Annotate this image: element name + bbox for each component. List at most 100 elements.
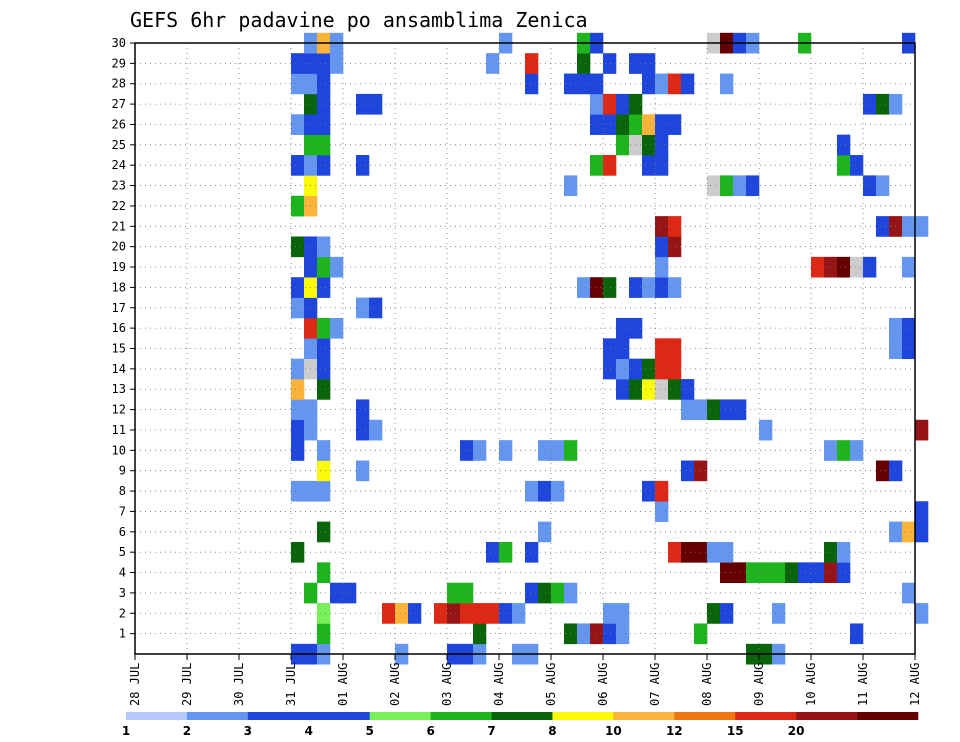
colorbar-label: 12 — [666, 724, 683, 738]
x-tick-label: 04 AUG — [492, 663, 506, 706]
heatmap-cell — [655, 379, 669, 400]
x-tick-label: 29 JUL — [180, 663, 194, 706]
heatmap-cell — [850, 440, 864, 461]
colorbar-label: 1 — [122, 724, 130, 738]
heatmap-cell — [473, 623, 487, 645]
x-tick-label: 12 AUG — [908, 663, 922, 706]
colorbar-label: 15 — [727, 724, 744, 738]
colorbar-label: 5 — [366, 724, 374, 738]
colorbar-label: 7 — [487, 724, 495, 738]
heatmap-cell — [473, 603, 487, 624]
heatmap-cell — [317, 480, 331, 502]
heatmap-cell — [642, 134, 656, 156]
heatmap-cell — [733, 399, 747, 421]
y-tick-label: 16 — [112, 321, 126, 335]
heatmap-cell — [356, 155, 370, 176]
heatmap-cell — [317, 338, 331, 359]
heatmap-cell — [317, 562, 331, 584]
heatmap-cell — [616, 603, 630, 624]
heatmap-cell — [512, 603, 526, 624]
heatmap-cell — [447, 603, 461, 624]
heatmap-cell — [603, 623, 617, 645]
heatmap-cell — [317, 440, 331, 461]
heatmap-cell — [655, 480, 669, 502]
heatmap-cell — [291, 358, 305, 380]
heatmap-cell — [525, 582, 539, 604]
heatmap-cell — [317, 277, 331, 298]
heatmap-cell — [915, 419, 929, 441]
colorbar-segment — [613, 712, 675, 720]
heatmap-cell — [291, 155, 305, 176]
heatmap-cell — [551, 480, 565, 502]
heatmap-cell — [525, 53, 539, 74]
x-tick-label: 08 AUG — [700, 663, 714, 706]
x-tick-label: 11 AUG — [856, 663, 870, 706]
heatmap-cell — [590, 73, 604, 95]
heatmap-cell — [603, 358, 617, 380]
heatmap-cell — [720, 562, 734, 584]
heatmap-cell — [707, 175, 721, 197]
heatmap-cell — [811, 562, 825, 584]
heatmap-cell — [902, 317, 916, 339]
heatmap-cell — [655, 155, 669, 176]
heatmap-cell — [915, 501, 929, 522]
heatmap-cell — [616, 134, 630, 156]
colorbar-segment — [552, 712, 614, 720]
heatmap-cell — [486, 603, 500, 624]
heatmap-cell — [538, 582, 552, 604]
heatmap-cell — [291, 195, 305, 217]
heatmap-cell — [707, 603, 721, 624]
heatmap-cell — [525, 541, 539, 563]
heatmap-cell — [460, 603, 474, 624]
y-tick-label: 23 — [112, 179, 126, 193]
y-tick-label: 1 — [119, 627, 126, 641]
heatmap-cell — [915, 603, 929, 624]
heatmap-cell — [603, 93, 617, 115]
heatmap-cell — [317, 379, 331, 400]
y-tick-label: 19 — [112, 260, 126, 274]
heatmap-cell — [317, 623, 331, 645]
heatmap-cell — [330, 317, 344, 339]
y-tick-label: 29 — [112, 56, 126, 70]
heatmap-cell — [330, 582, 344, 604]
heatmap-cell — [837, 155, 851, 176]
heatmap-cell — [642, 155, 656, 176]
heatmap-cell — [681, 379, 695, 400]
colorbar-segment — [491, 712, 553, 720]
heatmap-cell — [317, 317, 331, 339]
heatmap-cell — [655, 114, 669, 135]
colorbar-segment — [126, 712, 188, 720]
y-tick-label: 13 — [112, 382, 126, 396]
y-tick-label: 2 — [119, 606, 126, 620]
heatmap-cell — [902, 521, 916, 543]
y-tick-label: 26 — [112, 117, 126, 131]
heatmap-cell — [785, 562, 799, 584]
heatmap-cell — [876, 216, 890, 237]
heatmap-cell — [837, 440, 851, 461]
heatmap-cell — [798, 562, 812, 584]
heatmap-cell — [590, 93, 604, 115]
y-tick-label: 20 — [112, 240, 126, 254]
heatmap-cell — [850, 623, 864, 645]
colorbar-segment — [247, 712, 310, 720]
heatmap-cell — [668, 379, 682, 400]
heatmap-cell — [551, 440, 565, 461]
heatmap-cell — [603, 338, 617, 359]
heatmap-cell — [746, 175, 760, 197]
heatmap-cell — [707, 399, 721, 421]
heatmap-cell — [616, 623, 630, 645]
x-tick-label: 07 AUG — [648, 663, 662, 706]
heatmap-cell — [681, 73, 695, 95]
heatmap-cell — [720, 73, 734, 95]
heatmap-cell — [902, 256, 916, 278]
heatmap-cell — [590, 277, 604, 298]
x-tick-label: 10 AUG — [804, 663, 818, 706]
heatmap-cell — [733, 175, 747, 197]
heatmap-cell — [382, 603, 396, 624]
heatmap-cell — [837, 134, 851, 156]
heatmap-cell — [317, 53, 331, 74]
heatmap-cell — [356, 399, 370, 421]
heatmap-cell — [642, 480, 656, 502]
y-tick-label: 9 — [119, 464, 126, 478]
heatmap-cell — [291, 114, 305, 135]
